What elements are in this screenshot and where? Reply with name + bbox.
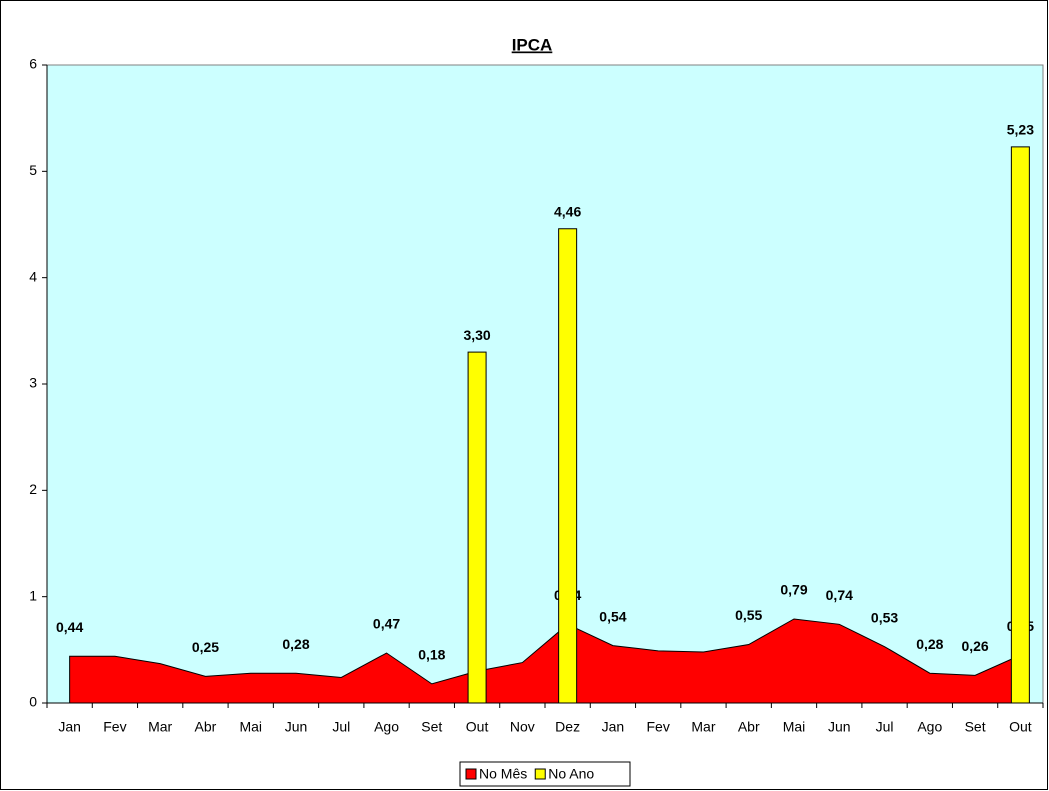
data-label: 0,44 [56,619,83,635]
x-tick-label: Ago [917,719,942,735]
data-label: 0,54 [599,608,626,624]
x-tick-label: Jul [876,719,894,735]
x-tick-label: Fev [647,719,670,735]
x-tick-label: Mai [783,719,806,735]
data-label: 0,18 [418,647,445,663]
data-label: 3,30 [463,327,490,343]
x-tick-label: Jun [285,719,308,735]
data-label: 0,53 [871,609,898,625]
y-tick-label: 5 [29,162,37,178]
data-label: 0,28 [916,636,943,652]
x-tick-label: Abr [738,719,760,735]
x-tick-label: Mar [148,719,172,735]
x-tick-label: Jul [332,719,350,735]
data-label: 0,55 [735,607,762,623]
x-tick-label: Mai [239,719,262,735]
x-tick-label: Out [1009,719,1032,735]
data-label: 0,25 [192,639,219,655]
x-tick-label: Jan [58,719,81,735]
data-label: 0,28 [282,636,309,652]
bar [558,228,578,704]
x-tick-label: Mar [691,719,715,735]
data-label: 4,46 [554,203,581,219]
y-tick-label: 0 [29,694,37,710]
y-tick-label: 6 [29,56,37,72]
chart-title: IPCA [512,35,553,54]
x-tick-label: Ago [374,719,399,735]
data-label: 0,74 [826,587,853,603]
x-tick-label: Jun [828,719,851,735]
y-tick-label: 4 [29,268,37,284]
legend-swatch [465,768,477,780]
legend-label: No Ano [548,766,594,782]
x-tick-label: Dez [555,719,580,735]
data-label: 0,79 [780,582,807,598]
y-tick-label: 1 [29,587,37,603]
y-tick-label: 2 [29,481,37,497]
bar [1010,146,1030,704]
x-tick-label: Abr [195,719,217,735]
data-label: 5,23 [1007,122,1034,138]
legend-label: No Mês [479,766,527,782]
x-tick-label: Set [421,719,442,735]
bar [467,351,487,704]
data-label: 0,26 [961,638,988,654]
x-tick-label: Out [466,719,489,735]
x-tick-label: Nov [510,719,535,735]
x-tick-label: Jan [602,719,625,735]
y-tick-label: 3 [29,375,37,391]
x-tick-label: Set [965,719,986,735]
x-tick-label: Fev [103,719,126,735]
data-label: 0,47 [373,616,400,632]
plot-area [46,64,1044,704]
legend-swatch [534,768,546,780]
